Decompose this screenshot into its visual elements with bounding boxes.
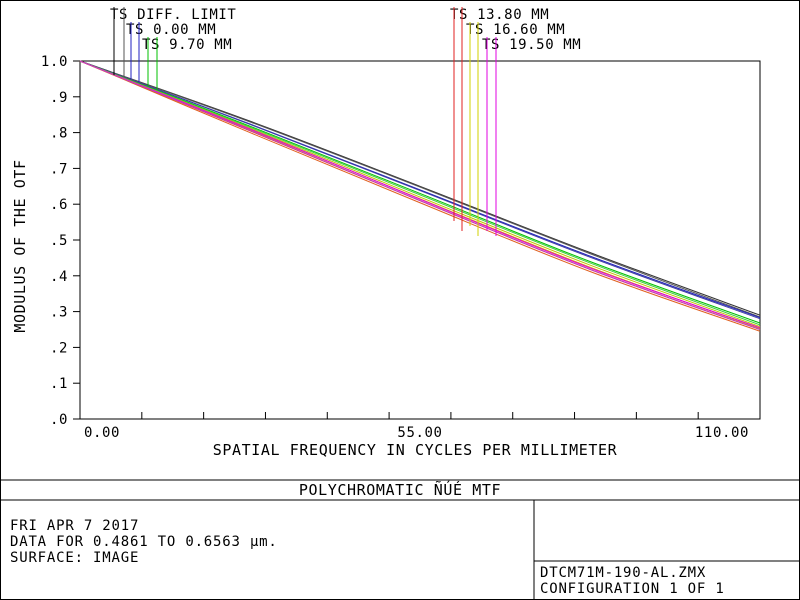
series-line [79, 60, 761, 318]
series-line [79, 60, 761, 329]
series-line [79, 60, 761, 332]
y-tick-label: .3 [50, 305, 68, 321]
y-axis-ticks: 1.0 .9 .8 .7 .6 .5 .4 .3 .2 .1 .0 [41, 54, 80, 428]
chart-title: POLYCHROMATIC ÑÚÉ MTF [299, 480, 501, 499]
series-line [79, 60, 761, 316]
legend-label: TS 13.80 MM [450, 7, 549, 23]
file-name-text: DTCM71M-190-AL.ZMX [540, 565, 707, 581]
x-axis-label: SPATIAL FREQUENCY IN CYCLES PER MILLIMET… [213, 441, 618, 459]
date-text: FRI APR 7 2017 [10, 518, 140, 534]
y-tick-label: .0 [50, 412, 68, 428]
y-tick-label: 1.0 [41, 54, 68, 70]
y-tick-label: .5 [50, 233, 68, 249]
data-range-text: DATA FOR 0.4861 TO 0.6563 µm. [10, 534, 278, 550]
y-tick-label: .8 [50, 126, 68, 142]
series-line [79, 60, 761, 320]
x-tick-label: 110.00 [695, 425, 749, 441]
legend-label: TS 19.50 MM [482, 37, 581, 53]
y-tick-label: .2 [50, 340, 68, 356]
series-line [79, 60, 761, 330]
y-tick-label: .4 [50, 269, 68, 285]
x-axis-ticks: 0.00 55.00 110.00 [84, 412, 749, 441]
series-line [79, 60, 761, 326]
legend-label: TS 9.70 MM [142, 37, 232, 53]
y-tick-label: .1 [50, 376, 68, 392]
legend-label: TS 16.60 MM [466, 22, 565, 38]
series-line [79, 60, 761, 324]
legend-label: TS DIFF. LIMIT [110, 7, 236, 23]
surface-text: SURFACE: IMAGE [10, 550, 140, 566]
plot-frame [79, 60, 761, 420]
x-tick-label: 55.00 [397, 425, 442, 441]
y-tick-label: .7 [50, 161, 68, 177]
y-axis-label: MODULUS OF THE OTF [11, 159, 29, 332]
y-tick-label: .9 [50, 90, 68, 106]
configuration-text: CONFIGURATION 1 OF 1 [540, 581, 725, 597]
y-tick-label: .6 [50, 197, 68, 213]
x-tick-label: 0.00 [84, 425, 120, 441]
legend-label: TS 0.00 MM [126, 22, 216, 38]
series-lines [79, 60, 761, 332]
